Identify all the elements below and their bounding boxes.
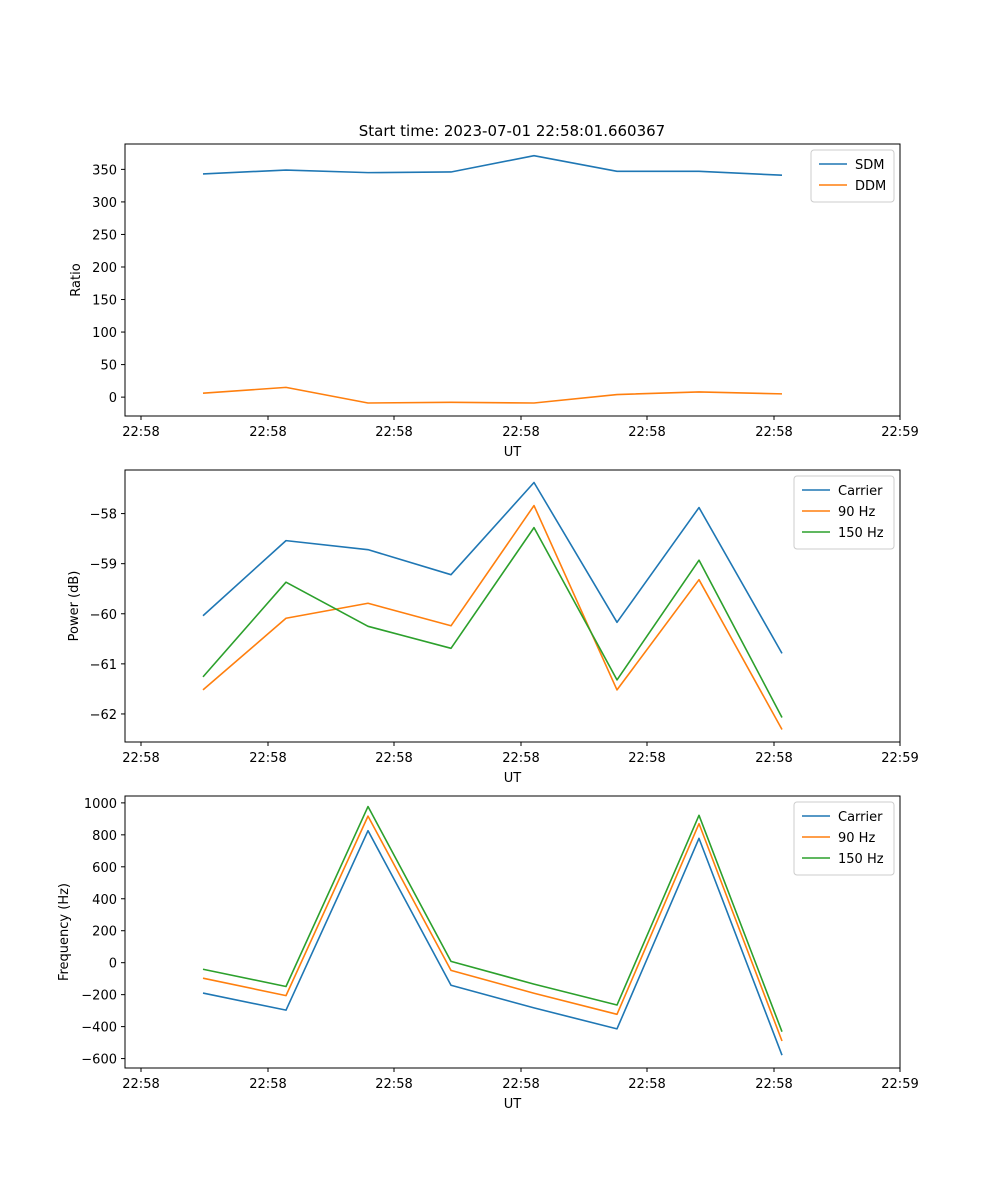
series-line-150-hz: [202, 805, 783, 1033]
series-line-carrier: [202, 829, 783, 1056]
x-tick-label: 22:59: [881, 1077, 918, 1092]
legend-box: [793, 801, 895, 876]
y-tick-label: −61: [90, 658, 117, 673]
y-tick-label: −200: [81, 989, 117, 1004]
x-tick-label: 22:58: [249, 751, 286, 766]
series-line-sdm: [202, 154, 783, 177]
x-tick-label: 22:59: [881, 425, 918, 440]
y-tick-label: −400: [81, 1021, 117, 1036]
legend: Carrier 90 Hz 150 Hz: [793, 801, 895, 876]
x-tick-label: 22:58: [502, 1077, 539, 1092]
x-tick-label: 22:58: [375, 425, 412, 440]
y-tick-label: 400: [92, 893, 117, 908]
y-tick-label: −62: [90, 708, 117, 723]
x-tick-label: 22:58: [122, 1077, 159, 1092]
x-tick-label: 22:58: [628, 751, 665, 766]
x-tick-label: 22:58: [628, 425, 665, 440]
frequency-panel: 22:58 22:58 22:58 22:58 22:58 22:58 22:59 −600 −…: [57, 795, 919, 1112]
x-tick-label: 22:58: [755, 751, 792, 766]
y-tick-label: 200: [92, 261, 117, 276]
legend-label: Carrier: [838, 484, 883, 499]
legend-box: [810, 149, 895, 203]
series-line-ddm: [202, 386, 783, 404]
x-tick-label: 22:58: [249, 425, 286, 440]
y-tick-label: −60: [90, 608, 117, 623]
y-tick-label: 350: [92, 163, 117, 178]
x-axis-label: UT: [504, 445, 522, 460]
legend-label: 90 Hz: [838, 831, 875, 846]
y-axis-label: Power (dB): [67, 571, 82, 642]
x-tick-label: 22:58: [502, 425, 539, 440]
legend: SDM DDM: [810, 149, 895, 203]
x-tick-label: 22:58: [755, 1077, 792, 1092]
legend-box: [793, 475, 895, 550]
legend-label: DDM: [855, 179, 886, 194]
x-axis-label: UT: [504, 1097, 522, 1112]
legend-label: 150 Hz: [838, 526, 884, 541]
y-tick-label: 50: [100, 359, 117, 374]
legend: Carrier 90 Hz 150 Hz: [793, 475, 895, 550]
y-tick-label: 600: [92, 861, 117, 876]
x-tick-label: 22:59: [881, 751, 918, 766]
axes-frame: [124, 469, 901, 743]
series-line-150-hz: [202, 526, 783, 718]
y-tick-label: 800: [92, 829, 117, 844]
legend-label: Carrier: [838, 810, 883, 825]
legend-label: 150 Hz: [838, 852, 884, 867]
y-tick-label: 1000: [84, 797, 117, 812]
y-tick-label: −600: [81, 1053, 117, 1068]
y-tick-label: 200: [92, 925, 117, 940]
series-line-90-hz: [202, 815, 783, 1042]
x-tick-label: 22:58: [755, 425, 792, 440]
chart-title: Start time: 2023-07-01 22:58:01.660367: [359, 122, 665, 140]
y-tick-label: 0: [109, 957, 117, 972]
axes-frame: [124, 143, 901, 417]
x-tick-label: 22:58: [375, 751, 412, 766]
legend-label: 90 Hz: [838, 505, 875, 520]
power-panel: 22:58 22:58 22:58 22:58 22:58 22:58 22:59 −62 −6…: [67, 469, 919, 786]
x-axis-label: UT: [504, 771, 522, 786]
x-tick-label: 22:58: [122, 425, 159, 440]
y-tick-label: 250: [92, 228, 117, 243]
x-tick-label: 22:58: [628, 1077, 665, 1092]
x-tick-label: 22:58: [375, 1077, 412, 1092]
x-tick-label: 22:58: [249, 1077, 286, 1092]
y-tick-label: 300: [92, 196, 117, 211]
ratio-panel: 22:58 22:58 22:58 22:58 22:58 22:58 22:59 0 50 10…: [69, 143, 919, 460]
y-tick-label: 0: [109, 391, 117, 406]
y-axis-label: Frequency (Hz): [57, 883, 72, 981]
axes-frame: [124, 795, 901, 1069]
series-line-90-hz: [202, 504, 783, 730]
y-tick-label: −58: [90, 508, 117, 523]
y-tick-label: −59: [90, 558, 117, 573]
y-axis-label: Ratio: [69, 263, 84, 296]
x-tick-label: 22:58: [122, 751, 159, 766]
y-tick-label: 100: [92, 326, 117, 341]
y-tick-label: 150: [92, 294, 117, 309]
series-line-carrier: [202, 481, 783, 654]
legend-label: SDM: [855, 158, 884, 173]
x-tick-label: 22:58: [502, 751, 539, 766]
